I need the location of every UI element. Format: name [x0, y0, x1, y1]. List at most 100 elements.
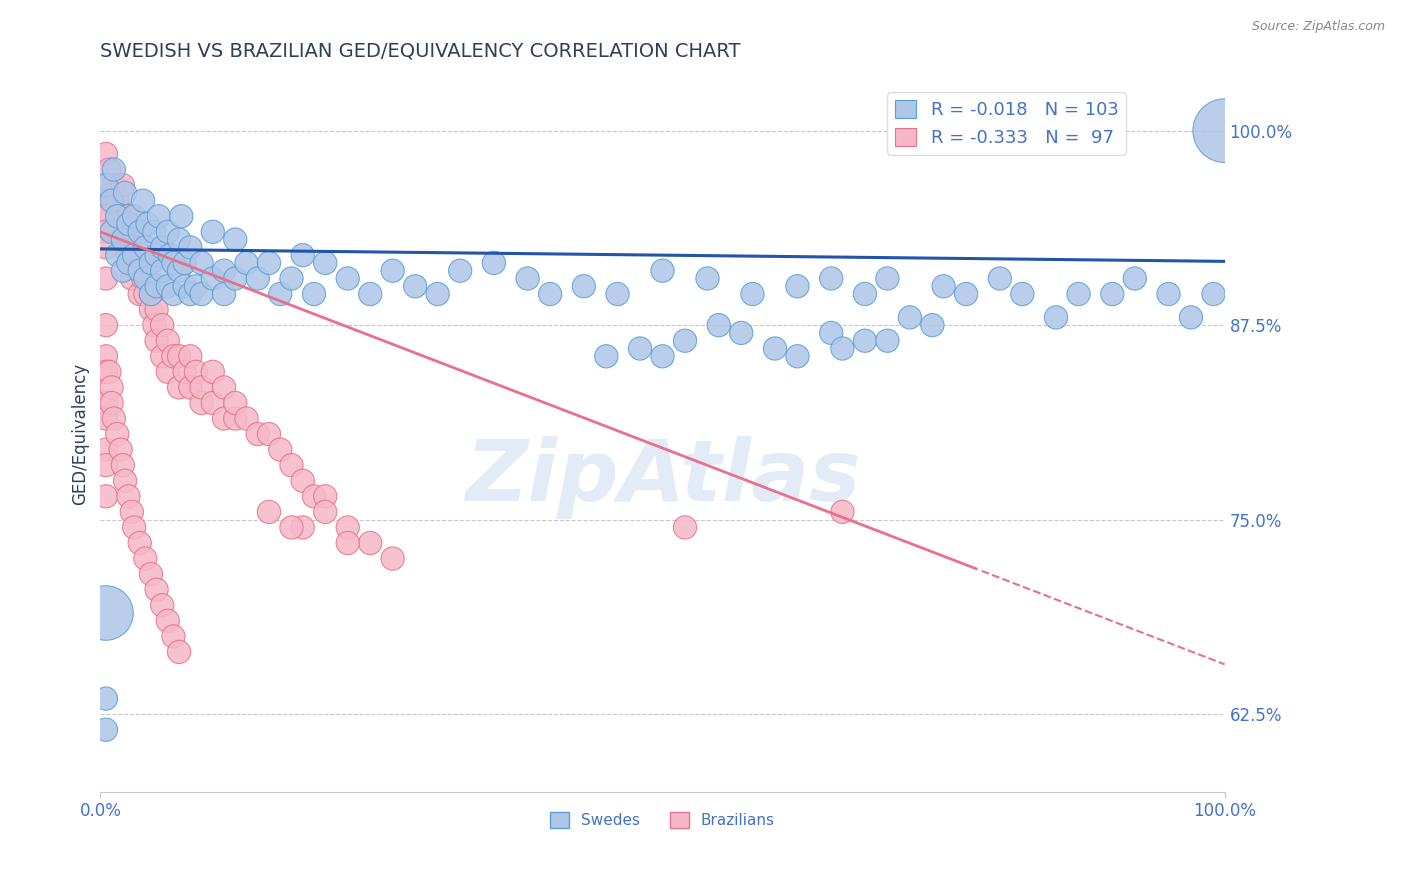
Point: [150, 240, 173, 254]
Point: [134, 256, 156, 270]
Point: [606, 287, 628, 301]
Point: [150, 263, 173, 277]
Point: [100, 380, 122, 394]
Point: [94, 318, 117, 333]
Point: [853, 334, 876, 348]
Point: [156, 225, 179, 239]
Point: [122, 209, 145, 223]
Point: [173, 365, 195, 379]
Point: [94, 442, 117, 457]
Point: [831, 342, 853, 356]
Point: [105, 427, 128, 442]
Point: [212, 263, 235, 277]
Point: [134, 240, 156, 254]
Point: [128, 225, 150, 239]
Point: [1011, 287, 1033, 301]
Point: [114, 225, 136, 239]
Point: [156, 279, 179, 293]
Point: [673, 334, 696, 348]
Point: [730, 326, 752, 340]
Point: [103, 411, 125, 425]
Point: [1202, 287, 1225, 301]
Point: [302, 287, 325, 301]
Point: [136, 217, 159, 231]
Point: [426, 287, 449, 301]
Point: [538, 287, 561, 301]
Point: [359, 536, 381, 550]
Point: [139, 567, 162, 582]
Point: [932, 279, 955, 293]
Point: [117, 256, 139, 270]
Point: [111, 233, 134, 247]
Point: [94, 723, 117, 737]
Point: [955, 287, 977, 301]
Point: [122, 520, 145, 534]
Point: [143, 225, 166, 239]
Point: [291, 474, 314, 488]
Point: [280, 271, 302, 285]
Point: [103, 162, 125, 177]
Point: [121, 271, 143, 285]
Point: [876, 334, 898, 348]
Point: [628, 342, 651, 356]
Point: [145, 302, 167, 317]
Point: [94, 147, 117, 161]
Point: [212, 380, 235, 394]
Point: [179, 287, 201, 301]
Point: [105, 225, 128, 239]
Point: [94, 349, 117, 363]
Point: [156, 365, 179, 379]
Point: [132, 194, 155, 208]
Point: [314, 489, 336, 503]
Point: [100, 186, 122, 200]
Point: [741, 287, 763, 301]
Point: [190, 287, 212, 301]
Point: [1067, 287, 1090, 301]
Point: [190, 256, 212, 270]
Point: [280, 520, 302, 534]
Point: [94, 489, 117, 503]
Point: [94, 411, 117, 425]
Point: [94, 365, 117, 379]
Point: [314, 256, 336, 270]
Point: [134, 551, 156, 566]
Point: [786, 279, 808, 293]
Point: [150, 318, 173, 333]
Point: [145, 248, 167, 262]
Point: [572, 279, 595, 293]
Point: [159, 248, 181, 262]
Point: [94, 691, 117, 706]
Point: [224, 396, 246, 410]
Point: [110, 442, 132, 457]
Point: [100, 225, 122, 239]
Point: [94, 240, 117, 254]
Point: [128, 263, 150, 277]
Point: [139, 287, 162, 301]
Point: [269, 442, 291, 457]
Point: [94, 606, 117, 620]
Point: [201, 396, 224, 410]
Point: [246, 271, 269, 285]
Point: [150, 349, 173, 363]
Point: [201, 225, 224, 239]
Point: [162, 256, 184, 270]
Point: [921, 318, 943, 333]
Point: [103, 178, 125, 193]
Point: [162, 287, 184, 301]
Point: [111, 458, 134, 473]
Point: [139, 256, 162, 270]
Point: [246, 427, 269, 442]
Point: [184, 279, 207, 293]
Point: [696, 271, 718, 285]
Point: [143, 318, 166, 333]
Legend: Swedes, Brazilians: Swedes, Brazilians: [544, 806, 780, 834]
Point: [167, 380, 190, 394]
Point: [145, 582, 167, 597]
Point: [136, 271, 159, 285]
Point: [114, 186, 136, 200]
Point: [122, 225, 145, 239]
Point: [128, 536, 150, 550]
Point: [105, 209, 128, 223]
Point: [167, 645, 190, 659]
Point: [482, 256, 505, 270]
